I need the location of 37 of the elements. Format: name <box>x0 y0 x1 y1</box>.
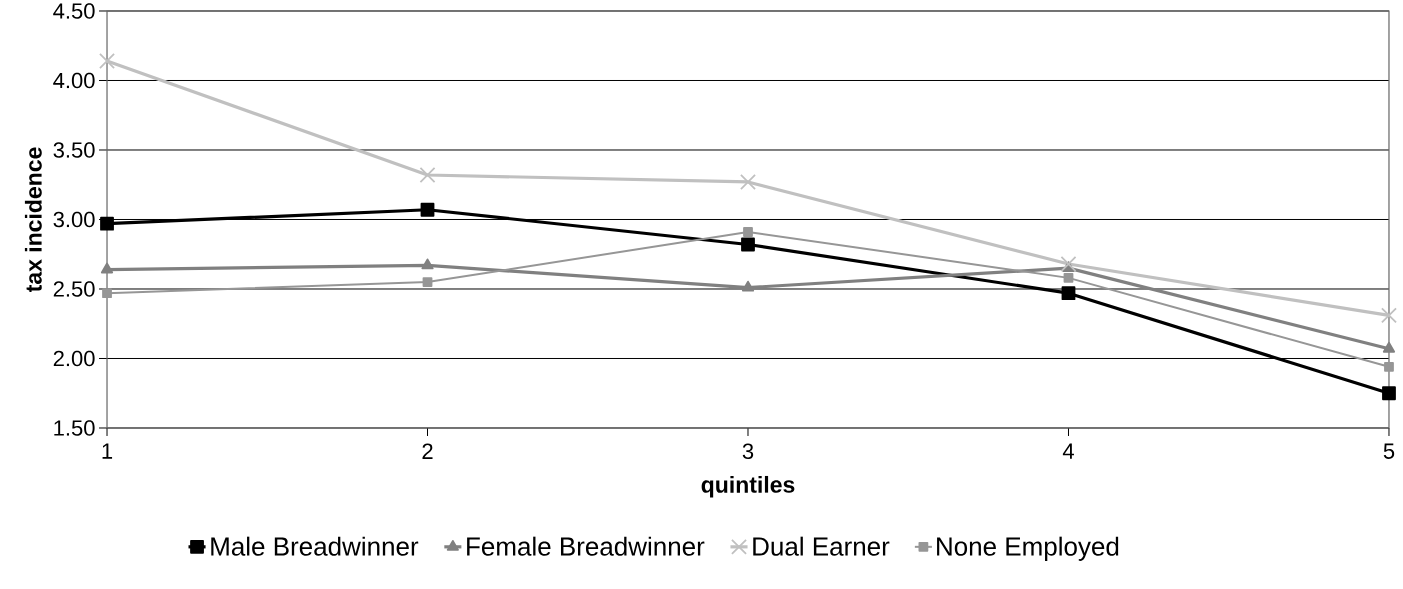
point <box>421 258 434 270</box>
legend-label: Male Breadwinner <box>211 536 419 556</box>
point <box>1382 341 1396 353</box>
x-tick-label: 3 <box>742 443 754 460</box>
x-tick-label: 2 <box>422 443 433 459</box>
y-tick-label: 3.50 <box>53 142 95 158</box>
y-tick-label: 2.50 <box>53 281 95 297</box>
legend-label: None Employed <box>937 536 1119 561</box>
point <box>1384 361 1394 372</box>
x-tick-label: 4 <box>1062 443 1074 459</box>
point <box>100 216 114 231</box>
y-tick-label: 2.00 <box>53 350 95 367</box>
point <box>743 227 753 237</box>
legend-label: Female Breadwinner <box>467 536 705 556</box>
y-tick-label: 4.00 <box>53 72 95 89</box>
y-tick-label: 1.50 <box>54 420 95 436</box>
point <box>1382 386 1396 401</box>
point <box>741 280 755 292</box>
x-tick-label: 5 <box>1383 443 1395 459</box>
point <box>741 237 755 252</box>
legend-label: Dual Earner <box>753 536 890 556</box>
point <box>419 167 436 183</box>
point <box>1381 307 1397 324</box>
point <box>1061 286 1076 301</box>
point <box>99 53 115 69</box>
y-tick-label: 3.00 <box>53 211 95 228</box>
point <box>1060 255 1077 272</box>
point <box>1063 272 1074 283</box>
point <box>420 202 435 217</box>
point <box>100 262 114 274</box>
point <box>740 173 756 190</box>
y-axis-title: tax incidence <box>24 147 42 293</box>
y-tick-label: 4.50 <box>53 3 95 19</box>
x-tick-label: 1 <box>102 443 113 459</box>
point <box>422 277 433 287</box>
point <box>102 288 112 299</box>
x-axis-title: quintiles <box>701 475 795 498</box>
